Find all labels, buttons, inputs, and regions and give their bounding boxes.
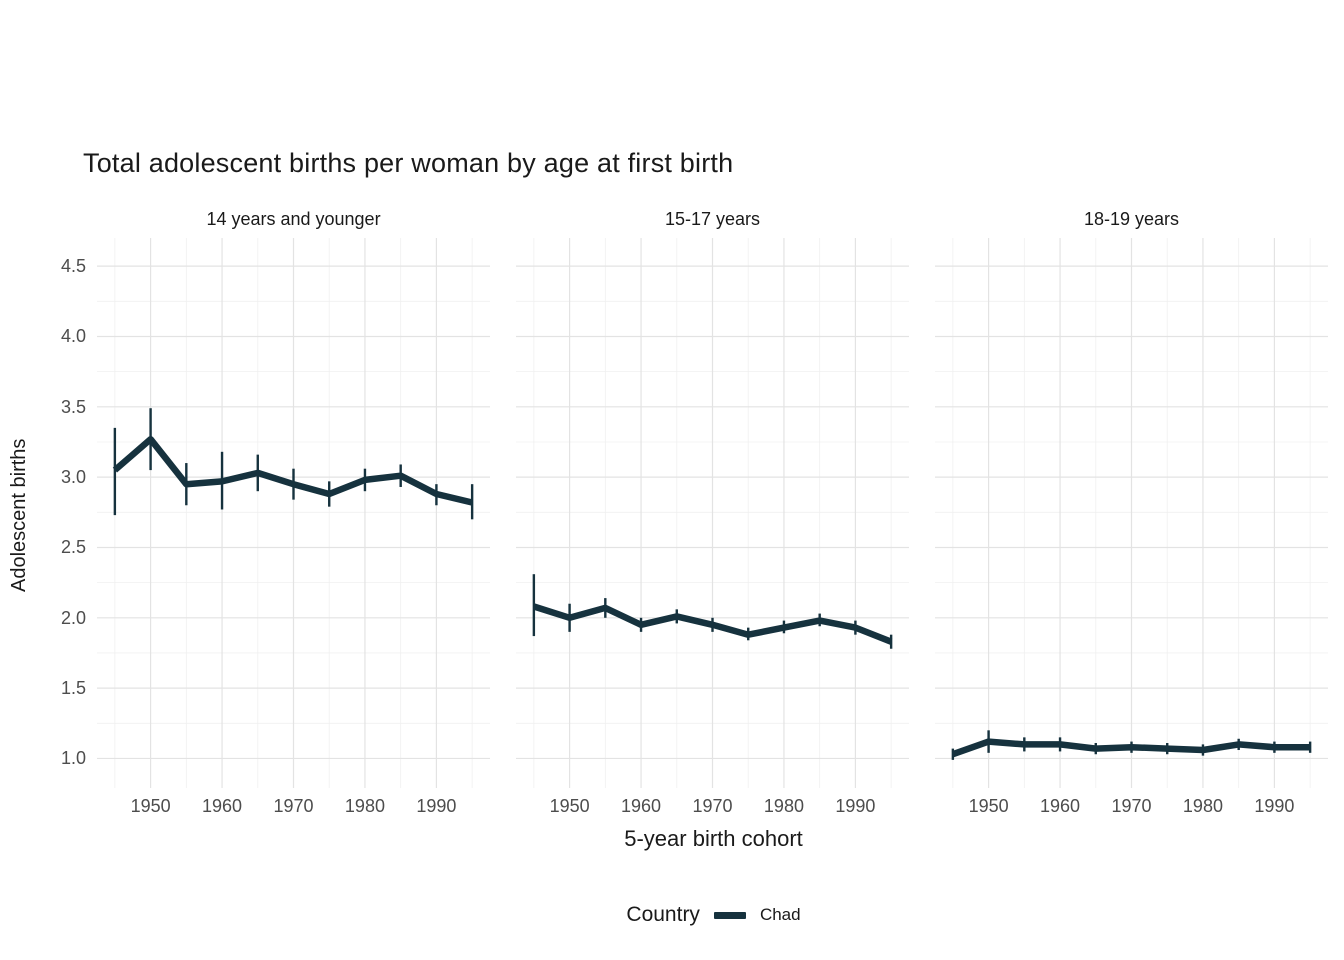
facet-panel-18-19: 18-19 years 1950 1960 1970 1980 1990 (935, 200, 1328, 823)
legend-series-label: Chad (759, 905, 801, 924)
facet-panels: 14 years and younger 1950 1960 1970 1980 199… (97, 200, 1328, 823)
y-tick-label: 2.5 (60, 537, 86, 558)
x-tick-label: 1990 (835, 796, 875, 816)
panel-plot-2: 1950 1960 1970 1980 1990 (935, 238, 1328, 816)
y-tick-label: 2.0 (60, 607, 86, 628)
y-tick-label: 3.5 (60, 396, 86, 417)
series-line-chad (532, 603, 893, 645)
series-line-chad (951, 738, 1311, 758)
x-tick-label: 1980 (1183, 796, 1223, 816)
facet-label: 14 years and younger (206, 208, 381, 229)
x-tick-label: 1960 (202, 796, 242, 816)
legend-title: Country (626, 903, 700, 926)
facet-panel-14-and-younger: 14 years and younger 1950 1960 1970 1980 199… (97, 200, 490, 823)
facet-label: 18-19 years (1083, 208, 1180, 229)
legend-line-swatch (713, 911, 746, 919)
x-tick-label: 1950 (131, 796, 171, 816)
x-tick-label: 1970 (273, 796, 313, 816)
y-tick-label: 1.0 (60, 748, 86, 769)
y-tick-label: 3.0 (60, 467, 86, 488)
facet-panel-15-17: 15-17 years 1950 1960 1970 1980 1990 (516, 200, 909, 823)
x-axis-title: 5-year birth cohort (624, 826, 803, 851)
x-tick-label: 1980 (764, 796, 804, 816)
x-tick-label: 1950 (550, 796, 590, 816)
x-tick-label: 1960 (1040, 796, 1080, 816)
y-tick-label: 4.5 (60, 256, 86, 277)
panel-plot-1: 1950 1960 1970 1980 1990 (516, 238, 909, 816)
y-tick-label: 4.0 (60, 326, 86, 347)
y-axis-title: Adolescent births (8, 438, 30, 592)
x-tick-label: 1990 (416, 796, 456, 816)
facet-label: 15-17 years (664, 208, 761, 229)
y-tick-label: 1.5 (60, 678, 86, 699)
series-line-chad (112, 435, 473, 506)
legend: Country Chad (97, 903, 1330, 927)
x-tick-label: 1980 (345, 796, 385, 816)
x-tick-label: 1950 (969, 796, 1009, 816)
x-tick-label: 1960 (621, 796, 661, 816)
x-tick-label: 1970 (1111, 796, 1151, 816)
panel-plot-0: 1950 1960 1970 1980 1990 (97, 238, 490, 816)
x-tick-label: 1990 (1254, 796, 1294, 816)
y-axis-tick-labels: 1.0 1.5 2.0 2.5 3.0 3.5 4.0 4.5 (36, 238, 92, 788)
chart-title: Total adolescent births per woman by age… (83, 148, 734, 178)
x-tick-label: 1970 (692, 796, 732, 816)
